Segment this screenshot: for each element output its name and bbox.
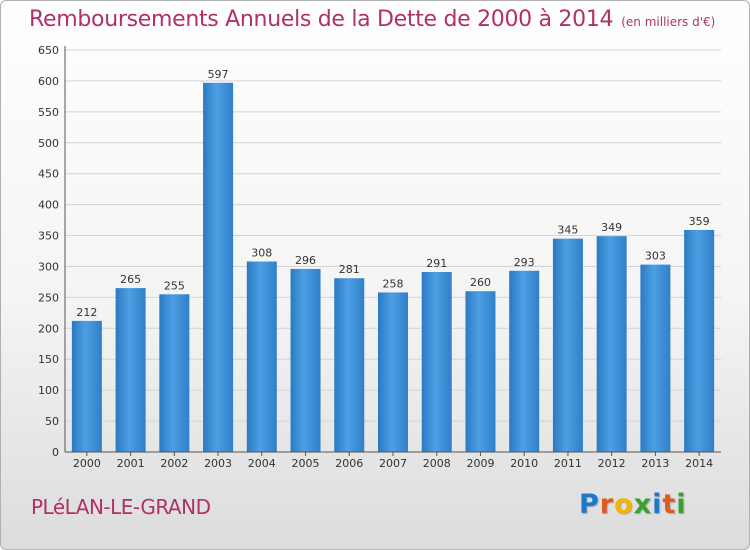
bar-value-label: 597	[208, 68, 229, 81]
bar	[684, 229, 715, 452]
bar	[465, 291, 496, 452]
bar-value-label: 258	[383, 277, 404, 290]
x-tick-label: 2009	[466, 457, 494, 470]
bar	[421, 272, 452, 452]
bar	[246, 261, 277, 452]
bar-value-label: 293	[514, 256, 535, 269]
x-tick-label: 2008	[423, 457, 451, 470]
y-tick-label: 50	[45, 415, 59, 428]
bar-value-label: 303	[645, 250, 666, 263]
bar-value-label: 281	[339, 263, 360, 276]
bar	[115, 288, 146, 452]
bar	[203, 82, 234, 452]
x-tick-label: 2010	[510, 457, 538, 470]
bar-value-label: 255	[164, 279, 185, 292]
x-tick-label: 2005	[292, 457, 320, 470]
bar-value-label: 265	[120, 273, 141, 286]
logo-letter: P	[579, 489, 600, 520]
y-tick-label: 300	[38, 260, 59, 273]
bars	[71, 82, 715, 452]
bar-value-label: 308	[251, 247, 272, 260]
bar	[596, 236, 627, 452]
bar	[290, 268, 321, 452]
y-tick-label: 600	[38, 75, 59, 88]
x-tick-label: 2003	[204, 457, 232, 470]
bar-value-label: 296	[295, 254, 316, 267]
proxiti-logo: Proxiti	[579, 489, 687, 520]
x-tick-label: 2006	[335, 457, 363, 470]
logo-letter: i	[652, 489, 663, 520]
chart-subtitle: (en milliers d'€)	[621, 15, 716, 29]
y-tick-label: 250	[38, 291, 59, 304]
bar-value-label: 212	[76, 306, 97, 319]
y-tick-label: 400	[38, 199, 59, 212]
y-tick-label: 100	[38, 384, 59, 397]
chart-title: Remboursements Annuels de la Dette de 20…	[29, 7, 715, 32]
bar-value-label: 291	[426, 257, 447, 270]
x-tick-label: 2011	[554, 457, 582, 470]
bar	[552, 238, 583, 452]
y-tick-label: 500	[38, 137, 59, 150]
logo-letter: i	[676, 489, 687, 520]
bar	[378, 292, 408, 452]
y-tick-label: 450	[38, 168, 59, 181]
chart-title-text: Remboursements Annuels de la Dette de 20…	[29, 7, 614, 32]
x-tick-label: 2000	[73, 457, 101, 470]
logo-letter: x	[633, 489, 653, 520]
bar	[71, 320, 102, 452]
bar	[334, 278, 365, 452]
x-tick-label: 2002	[160, 457, 188, 470]
bar-value-label: 349	[601, 221, 622, 234]
commune-name: PLéLAN-LE-GRAND	[31, 495, 211, 519]
y-tick-label: 550	[38, 106, 59, 119]
bar-value-label: 260	[470, 276, 491, 289]
logo-letter: t	[662, 489, 677, 520]
bar	[640, 264, 671, 452]
bar	[509, 270, 540, 452]
logo-letter: o	[614, 489, 634, 520]
y-tick-label: 200	[38, 322, 59, 335]
x-tick-label: 2013	[641, 457, 669, 470]
y-tick-label: 150	[38, 353, 59, 366]
axes: 0 50 100 150 200 250 300 350 400 450 500 550 600 650 2…	[38, 44, 721, 470]
bar	[159, 294, 190, 452]
bar-value-label: 359	[689, 215, 710, 228]
y-tick-label: 0	[52, 446, 59, 459]
logo-letter: r	[599, 489, 615, 520]
x-tick-label: 2007	[379, 457, 407, 470]
x-tick-label: 2012	[598, 457, 626, 470]
x-tick-label: 2001	[117, 457, 145, 470]
y-tick-label: 650	[38, 44, 59, 57]
x-tick-label: 2004	[248, 457, 276, 470]
bar-value-label: 345	[557, 224, 578, 237]
y-tick-label: 350	[38, 230, 59, 243]
x-tick-label: 2014	[685, 457, 713, 470]
